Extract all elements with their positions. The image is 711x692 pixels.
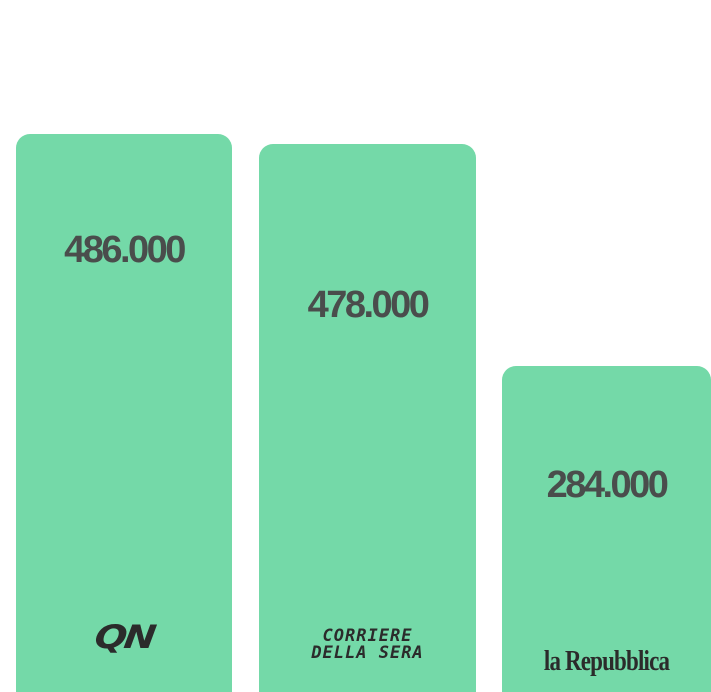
la-repubblica-logo: la Repubblica <box>543 646 670 677</box>
corriere-logo-line1: CORRIERE <box>322 626 413 646</box>
bar-qn: 486.000 QN <box>16 134 232 692</box>
value-label-corriere-della-sera: 478.000 <box>307 284 430 326</box>
corriere-logo-line2: DELLA SERA <box>311 643 424 663</box>
qn-logo: QN <box>92 618 156 656</box>
corriere-della-sera-logo: CORRIERE DELLA SERA <box>259 628 476 662</box>
bar-corriere-della-sera: 478.000 CORRIERE DELLA SERA <box>259 144 476 692</box>
bar-la-repubblica: 284.000 la Repubblica <box>502 366 711 692</box>
value-label-qn: 486.000 <box>64 229 186 271</box>
value-label-la-repubblica: 284.000 <box>546 464 669 506</box>
